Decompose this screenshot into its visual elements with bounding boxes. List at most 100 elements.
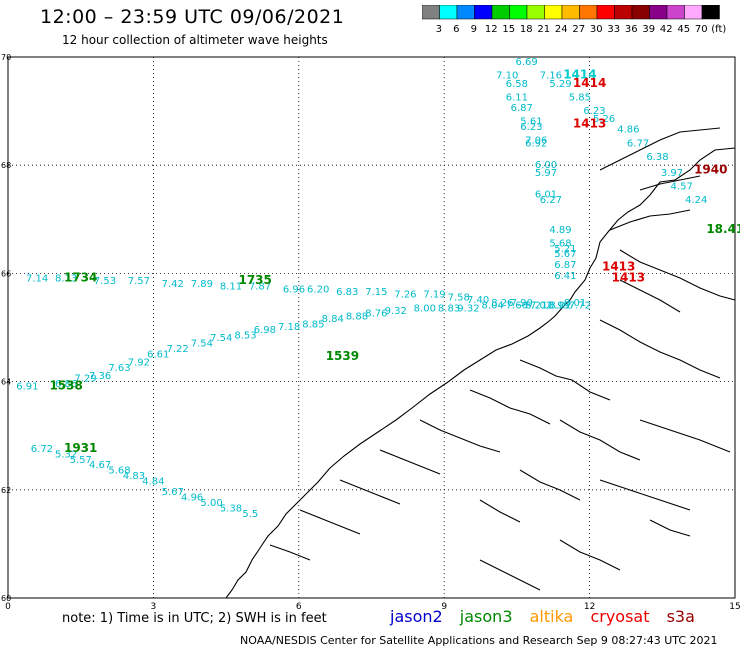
wave-height-value: 6.87 — [511, 103, 533, 114]
wave-height-value: 7.63 — [108, 363, 130, 374]
y-tick-label: 68 — [1, 161, 11, 170]
wave-height-value: 8.26 — [491, 298, 513, 309]
coastline-norway — [225, 127, 736, 599]
color-scale-bar: 3 6 9 12 15 18 21 24 27 30 33 36 39 42 45 70 (ft) — [422, 5, 726, 35]
wave-height-value: 8.02 — [549, 301, 571, 312]
wave-height-value: 4.96 — [181, 493, 203, 504]
pass-time-label: 1735 — [238, 273, 271, 287]
wave-height-value: 6.41 — [554, 271, 576, 282]
wave-height-value: 7.16 — [540, 71, 562, 82]
wave-height-value: 7.57 — [128, 276, 150, 287]
wave-height-value: 7.66 — [506, 301, 528, 312]
wave-height-value: 5.67 — [554, 249, 576, 260]
colorbar-label: 3 — [436, 24, 442, 35]
wave-height-value: 8.53 — [234, 330, 256, 341]
footer-credit: NOAA/NESDIS Center for Satellite Applica… — [240, 634, 718, 647]
pass-time-label: 1413 — [573, 116, 606, 130]
colorbar-label: 33 — [607, 24, 620, 35]
wave-height-value: 7.54 — [191, 338, 213, 349]
wave-height-value: 8.00 — [414, 303, 436, 314]
legend-cryosat: cryosat — [590, 607, 650, 626]
wave-height-value: 6.01 — [535, 190, 557, 201]
wave-height-value: 4.89 — [549, 225, 571, 236]
wave-height-value: 7.92 — [128, 357, 150, 368]
page-subtitle: 12 hour collection of altimeter wave hei… — [62, 33, 328, 47]
x-tick-label: 12 — [584, 602, 595, 612]
y-tick-label: 64 — [1, 378, 11, 387]
colorbar-label: 45 — [677, 24, 690, 35]
wave-height-value: 5.97 — [535, 168, 557, 179]
wave-height-value: 6.38 — [646, 152, 668, 163]
wave-height-value: 7.10 — [496, 71, 518, 82]
wave-height-value: 6.96 — [283, 284, 305, 295]
wave-height-value: 7.26 — [394, 290, 416, 301]
x-tick-label: 6 — [296, 602, 302, 612]
wave-height-value: 8.85 — [302, 320, 324, 331]
wave-height-value: 7.42 — [162, 279, 184, 290]
wave-height-value: 5.85 — [569, 92, 591, 103]
colorbar-label: 39 — [642, 24, 655, 35]
wave-height-value: 5.32 — [55, 449, 77, 460]
wave-height-value: 8.88 — [346, 311, 368, 322]
wave-height-value: 8.01 — [564, 298, 586, 309]
wave-height-value: 8.11 — [220, 282, 242, 293]
page-title: 12:00 – 23:59 UTC 09/06/2021 — [40, 6, 345, 28]
wave-height-value: 6.72 — [31, 444, 53, 455]
wave-height-value: 4.84 — [142, 476, 164, 487]
pass-time-label: 1413 — [602, 260, 635, 274]
pass-time-label: 1940 — [694, 162, 727, 176]
wave-height-value: 7.72 — [569, 301, 591, 312]
colorbar-label: 70 — [695, 24, 708, 35]
wave-height-value: 6.86 — [55, 379, 77, 390]
wave-height-value: 6.27 — [540, 195, 562, 206]
wave-height-value: 7.87 — [249, 282, 271, 293]
wave-height-value: 7.19 — [423, 290, 445, 301]
x-tick-label: 0 — [5, 602, 11, 612]
wave-height-value: 7.53 — [94, 276, 116, 287]
y-tick-label: 66 — [1, 269, 11, 278]
wave-height-value: 8.04 — [482, 301, 504, 312]
wave-height-value: 6.00 — [535, 160, 557, 171]
wave-height-value: 7.54 — [210, 333, 232, 344]
wave-height-value: 6.77 — [627, 138, 649, 149]
pass-time-label: 1539 — [326, 349, 359, 363]
wave-height-value: 8.76 — [365, 309, 387, 320]
colorbar-label: 6 — [453, 24, 459, 35]
pass-time-label: 1414 — [563, 68, 596, 82]
wave-height-value: 6.69 — [515, 57, 537, 68]
wave-height-value: 5.21 — [554, 244, 576, 255]
pass-time-label: 1538 — [49, 379, 82, 393]
pass-time-label: 1413 — [612, 271, 645, 285]
map-frame — [7, 56, 736, 599]
wave-height-value: 4.86 — [617, 125, 639, 136]
legend-jason2: jason2 — [390, 607, 443, 626]
wave-height-value: 6.87 — [554, 260, 576, 271]
wave-height-value: 9.32 — [385, 306, 407, 317]
colorbar-label: 36 — [625, 24, 638, 35]
wave-height-value: 4.67 — [89, 460, 111, 471]
x-tick-label: 9 — [441, 602, 447, 612]
wave-height-value: 6.91 — [16, 382, 38, 393]
pass-time-label: 1931 — [64, 441, 97, 455]
y-tick-label: 60 — [1, 594, 11, 603]
map-grid: 0 3 6 9 12 15 60 62 64 66 68 70 — [1, 53, 740, 612]
wave-height-value: 4.83 — [123, 471, 145, 482]
y-tick-label: 62 — [1, 486, 11, 495]
y-tick-label: 70 — [1, 53, 11, 62]
wave-height-value: 5.61 — [520, 117, 542, 128]
wave-height-value: 5.68 — [108, 466, 130, 477]
wave-height-value: 5.38 — [220, 503, 242, 514]
legend-altika: altika — [529, 607, 574, 626]
wave-height-value: 10.95 — [541, 301, 570, 312]
wave-height-value: 5.00 — [200, 498, 222, 509]
wave-height-value: 5.67 — [162, 487, 184, 498]
colorbar-label: 21 — [537, 24, 550, 35]
colorbar-label: 9 — [471, 24, 477, 35]
colorbar-label: 18 — [520, 24, 533, 35]
colorbar-label: 42 — [660, 24, 673, 35]
wave-height-value: 6.23 — [520, 122, 542, 133]
wave-height-value: 5.68 — [549, 238, 571, 249]
wave-height-value: 8.84 — [322, 314, 344, 325]
wave-height-value: 6.58 — [506, 79, 528, 90]
